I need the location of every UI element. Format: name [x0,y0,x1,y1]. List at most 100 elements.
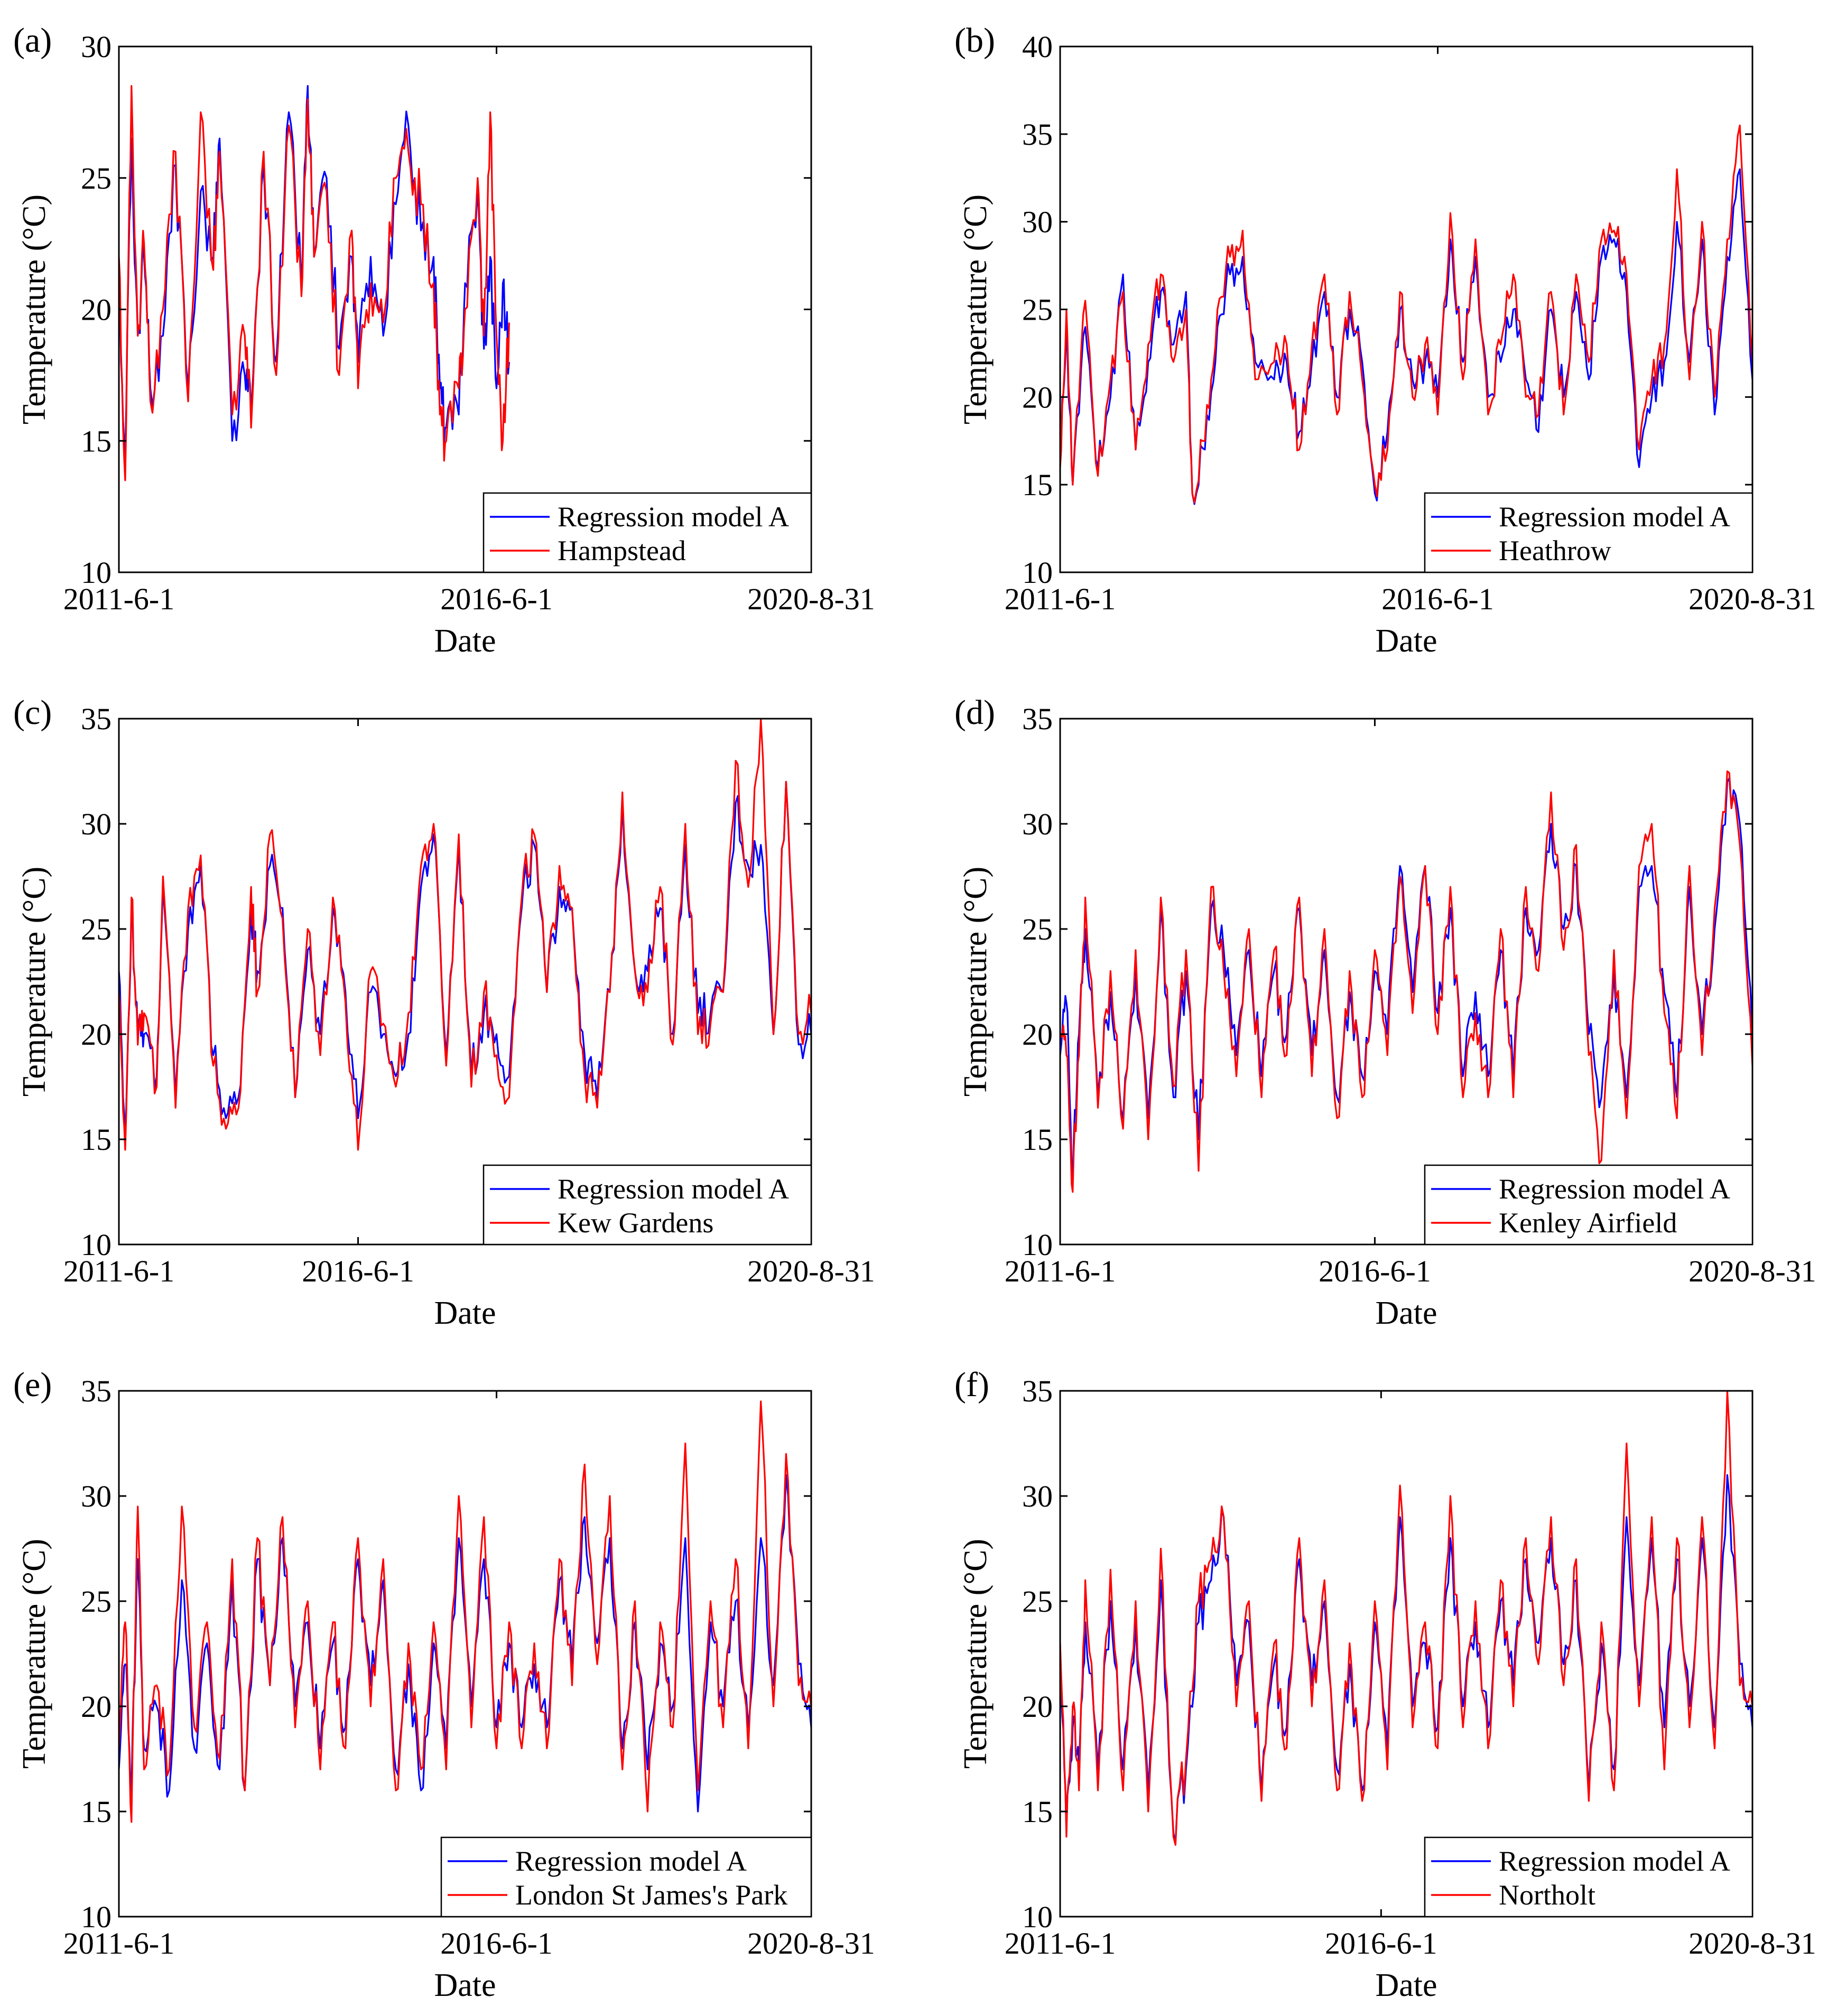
legend-box [482,492,812,573]
y-tick-label: 35 [81,702,112,736]
y-axis-label: Temperature (°C) [16,867,52,1097]
y-tick-label: 20 [81,293,112,327]
x-tick-label: 2016-6-1 [1319,1254,1431,1288]
observed-series-line [1059,770,1753,1193]
x-tick-label: 2011-6-1 [1005,582,1116,616]
x-tick-label: 2016-6-1 [1381,582,1494,616]
y-tick-label: 30 [81,1479,112,1513]
observed-series-line [1059,1390,1753,1846]
plot-frame [1059,718,1753,1246]
y-tick-label: 30 [81,30,112,64]
x-axis-label: Date [1375,623,1437,659]
chart-panel-e: 10 15 20 25 30 35 2011-6-1 2016-6-1 2020-8-31 Dat… [13,1365,875,2003]
chart-panel-c: 10 15 20 25 30 35 2011-6-1 2016-6-1 2020-8-31 Dat… [13,693,875,1331]
x-axis-label: Date [1375,1295,1437,1331]
y-tick-label: 25 [1022,912,1053,946]
y-tick-label: 20 [1022,1689,1053,1724]
legend-entry: Kenley Airfield [1499,1207,1677,1239]
model-series-line [118,85,510,455]
legend-box [1424,1836,1753,1918]
x-tick-label: 2011-6-1 [1005,1254,1116,1288]
y-tick-label: 15 [81,1795,112,1829]
y-axis-label: Temperature (°C) [16,194,52,424]
legend-entry: London St James's Park [515,1879,787,1911]
y-tick-label: 30 [1022,205,1053,239]
x-axis-label: Date [1375,1967,1437,2003]
plot-frame [118,718,812,1246]
legend-entry: Regression model A [515,1845,747,1877]
panel-label: (a) [13,21,52,60]
panel-label: (f) [954,1365,989,1404]
y-axis-label: Temperature (°C) [958,194,994,424]
legend-entry: Heathrow [1499,535,1611,566]
y-tick-label: 10 [1022,1228,1053,1262]
y-tick-label: 30 [1022,807,1053,841]
y-tick-label: 20 [1022,1017,1053,1052]
plot-frame [1059,1390,1753,1918]
y-tick-label: 25 [81,912,112,946]
panel-label: (c) [13,693,52,732]
legend-box [1424,1164,1753,1246]
y-tick-label: 35 [1022,1374,1053,1408]
y-tick-label: 10 [81,1900,112,1934]
x-tick-label: 2016-6-1 [1325,1926,1437,1961]
y-tick-label: 15 [81,1122,112,1157]
y-axis-label: Temperature (°C) [958,867,994,1097]
y-tick-label: 25 [1022,1584,1053,1619]
legend-entry: Regression model A [1499,1845,1730,1877]
legend-entry: Kew Gardens [558,1207,713,1239]
legend-entry: Northolt [1499,1879,1595,1911]
chart-panel-f: 10 15 20 25 30 35 2011-6-1 2016-6-1 2020-8-31 Dat… [954,1365,1816,2003]
y-tick-label: 10 [81,1228,112,1262]
chart-panel-a: 10 15 20 25 30 2011-6-1 2016-6-1 2020-8-31 Date T… [13,21,875,659]
chart-panel-b: 10 15 20 25 30 35 40 2011-6-1 2016-6-1 2020-8-31 D… [954,21,1816,659]
legend-entry: Regression model A [558,501,789,533]
x-axis-label: Date [434,623,496,659]
x-tick-label: 2020-8-31 [1688,1926,1816,1961]
x-tick-label: 2020-8-31 [1688,1254,1816,1288]
x-tick-label: 2020-8-31 [747,582,875,616]
y-tick-label: 35 [1022,117,1053,152]
y-tick-label: 35 [1022,702,1053,736]
model-series-line [1059,168,1753,505]
x-tick-label: 2016-6-1 [440,582,553,616]
legend-box [440,1836,812,1918]
y-tick-label: 15 [81,424,112,458]
panel-label: (e) [13,1365,52,1404]
y-tick-label: 25 [81,1584,112,1619]
x-tick-label: 2011-6-1 [63,582,174,616]
y-tick-label: 10 [81,555,112,590]
y-tick-label: 10 [1022,555,1053,590]
y-tick-label: 35 [81,1374,112,1408]
x-tick-label: 2020-8-31 [747,1254,875,1288]
panel-label: (b) [954,21,995,60]
legend-entry: Regression model A [1499,501,1730,533]
y-tick-label: 30 [1022,1479,1053,1513]
legend-box [1424,492,1753,573]
x-tick-label: 2016-6-1 [302,1254,414,1288]
chart-panel-d: 10 15 20 25 30 35 2011-6-1 2016-6-1 2020-8-31 Dat… [954,693,1816,1331]
x-tick-label: 2011-6-1 [63,1926,174,1961]
y-axis-label: Temperature (°C) [958,1539,994,1769]
y-tick-label: 25 [81,161,112,196]
y-tick-label: 20 [1022,380,1053,414]
y-tick-label: 15 [1022,468,1053,502]
y-tick-label: 30 [81,807,112,841]
x-axis-label: Date [434,1295,496,1331]
y-tick-label: 25 [1022,293,1053,327]
observed-series-line [118,1400,812,1823]
legend-entry: Regression model A [558,1173,789,1205]
y-tick-label: 20 [81,1689,112,1724]
legend-entry: Regression model A [1499,1173,1730,1205]
panel-label: (d) [954,693,995,732]
y-tick-label: 10 [1022,1900,1053,1934]
y-tick-label: 15 [1022,1795,1053,1829]
y-tick-label: 40 [1022,30,1053,64]
y-tick-label: 20 [81,1017,112,1052]
observed-series-line [118,85,510,481]
x-tick-label: 2011-6-1 [1005,1926,1116,1961]
x-tick-label: 2016-6-1 [440,1926,553,1961]
model-series-line [1059,1474,1753,1844]
x-tick-label: 2020-8-31 [1688,582,1816,616]
